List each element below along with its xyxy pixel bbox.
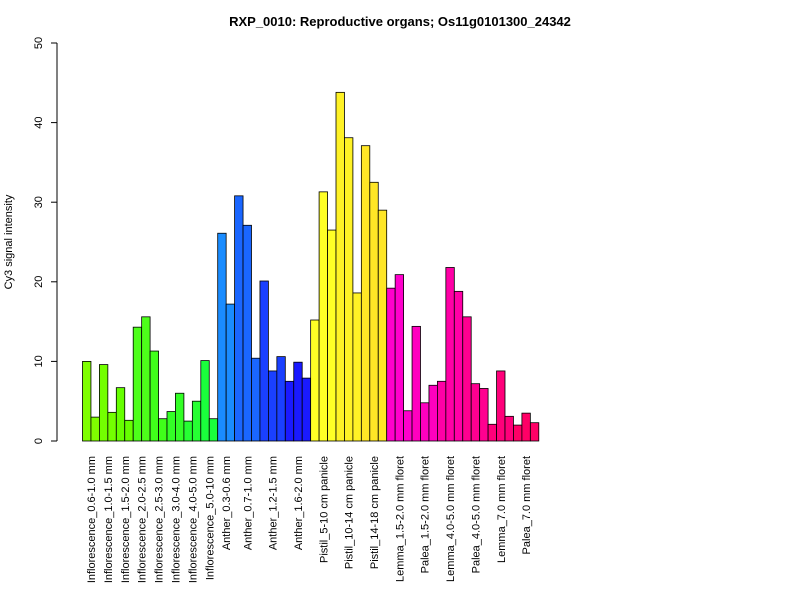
category-label: Inflorescence_3.0-4.0 mm	[170, 456, 182, 583]
category-label: Inflorescence_2.0-2.5 mm	[137, 456, 149, 583]
category-label: Palea_7.0 mm floret	[521, 456, 533, 554]
bar	[149, 350, 159, 442]
category-label: Inflorescence_1.0-1.5 mm	[103, 456, 115, 583]
y-axis-label: Cy3 signal intensity	[3, 194, 15, 289]
category-label: Anther_1.6-2.0 mm	[293, 456, 305, 550]
bar	[242, 224, 252, 442]
bar	[251, 357, 261, 442]
y-tick-label: 0	[33, 438, 45, 444]
y-tick-label: 10	[33, 355, 45, 367]
bar	[436, 380, 447, 442]
bar	[124, 419, 134, 442]
bar	[259, 280, 269, 442]
bar	[504, 415, 514, 442]
category-label: Inflorescence_2.5-3.0 mm	[154, 456, 166, 583]
bar	[166, 411, 176, 442]
bar	[115, 387, 126, 442]
bar	[352, 292, 362, 442]
bar	[217, 232, 227, 442]
bar	[99, 364, 109, 442]
bar	[529, 422, 540, 442]
category-label: Inflorescence_0.6-1.0 mm	[86, 456, 98, 583]
bar	[487, 423, 497, 442]
bar	[191, 400, 202, 442]
y-tick-label: 40	[33, 116, 45, 128]
bars	[82, 91, 540, 442]
bar	[141, 316, 151, 442]
bar	[200, 360, 210, 442]
bar	[453, 290, 464, 442]
y-axis-ticks: 0 10 20 30 40 50	[33, 37, 57, 444]
bar	[208, 418, 219, 442]
bar	[175, 392, 185, 442]
bar	[267, 370, 278, 442]
bar	[310, 319, 320, 442]
chart-title: RXP_0010: Reproductive organs; Os11g0101…	[229, 14, 571, 29]
category-label: Palea_1.5-2.0 mm floret	[420, 456, 432, 573]
category-label: Inflorescence_1.5-2.0 mm	[120, 456, 132, 583]
bar	[225, 303, 235, 442]
y-tick-label: 20	[33, 276, 45, 288]
y-tick-label: 30	[33, 196, 45, 208]
category-label: Palea_4.0-5.0 mm floret	[470, 456, 482, 573]
category-label: Anther_1.2-1.5 mm	[268, 456, 280, 550]
bar	[327, 229, 337, 442]
category-label: Pistil_10-14 cm panicle	[344, 456, 356, 569]
bar	[183, 420, 193, 442]
bar	[462, 316, 472, 442]
bar	[470, 383, 481, 442]
category-label: Lemma_4.0-5.0 mm floret	[445, 456, 457, 582]
bar	[394, 274, 404, 442]
category-label: Pistil_5-10 cm panicle	[318, 456, 330, 563]
bar	[90, 416, 100, 442]
bar	[369, 181, 379, 442]
bar	[513, 424, 523, 442]
bar	[360, 145, 371, 442]
y-tick-label: 50	[33, 37, 45, 49]
bar	[276, 356, 286, 442]
bar	[132, 326, 143, 442]
bar	[293, 361, 303, 442]
bar	[403, 410, 413, 442]
bar	[301, 377, 312, 442]
bar	[420, 402, 430, 442]
bar	[158, 418, 168, 442]
category-labels: Inflorescence_0.6-1.0 mm Inflorescence_1.…	[86, 456, 533, 583]
category-label: Anther_0.7-1.0 mm	[242, 456, 254, 550]
category-label: Inflorescence_5.0-10 mm	[204, 456, 216, 580]
bar	[479, 388, 489, 442]
bar	[284, 380, 295, 442]
bar	[344, 137, 354, 442]
bar	[496, 370, 506, 442]
bar	[445, 267, 455, 442]
category-label: Inflorescence_4.0-5.0 mm	[187, 456, 199, 583]
bar	[428, 384, 438, 442]
bar	[335, 91, 345, 442]
category-label: Lemma_7.0 mm floret	[496, 456, 508, 563]
category-label: Anther_0.3-0.6 mm	[221, 456, 233, 550]
bar	[377, 209, 388, 442]
bar	[386, 287, 396, 442]
category-label: Pistil_14-18 cm panicle	[369, 456, 381, 569]
bar	[82, 360, 92, 442]
bar	[318, 191, 328, 442]
bar	[521, 412, 531, 442]
bar	[411, 325, 421, 442]
bar	[234, 195, 244, 442]
bar	[107, 411, 117, 442]
category-label: Lemma_1.5-2.0 mm floret	[394, 456, 406, 582]
